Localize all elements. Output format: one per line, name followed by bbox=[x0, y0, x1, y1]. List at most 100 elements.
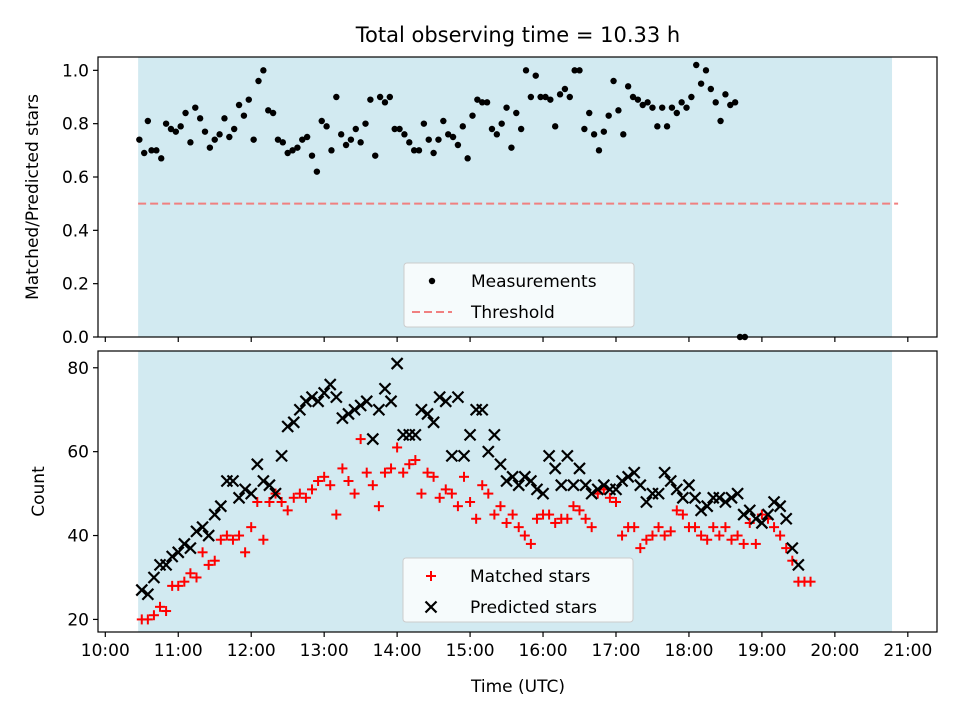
matched-stars-point bbox=[513, 522, 524, 533]
measurement-point bbox=[352, 125, 359, 133]
matched-stars-point bbox=[696, 530, 707, 541]
measurement-point bbox=[333, 93, 340, 101]
measurement-point bbox=[410, 147, 418, 154]
predicted-stars-point bbox=[159, 558, 173, 572]
predicted-stars-point bbox=[548, 462, 562, 475]
measurement-point bbox=[444, 131, 452, 138]
measurement-point bbox=[605, 112, 612, 119]
predicted-stars-point bbox=[475, 403, 489, 416]
predicted-stars-point bbox=[244, 487, 258, 500]
matched-stars-point bbox=[173, 580, 184, 591]
matched-stars-point bbox=[452, 501, 463, 512]
legend: Matched stars Predicted stars bbox=[402, 557, 634, 623]
predicted-stars-point bbox=[488, 428, 501, 442]
measurement-point bbox=[342, 141, 350, 149]
measurement-point bbox=[201, 128, 209, 135]
measurement-point bbox=[211, 136, 218, 143]
y-tick-label: 0.2 bbox=[62, 275, 89, 295]
predicted-stars-point bbox=[372, 403, 386, 416]
measurement-point bbox=[727, 101, 734, 109]
measurement-point bbox=[167, 125, 175, 133]
predicted-stars-point bbox=[427, 416, 440, 429]
predicted-stars-point bbox=[147, 571, 161, 584]
predicted-stars-point bbox=[275, 449, 288, 463]
predicted-stars-point bbox=[323, 378, 337, 391]
matched-stars-point bbox=[355, 434, 366, 445]
x-axis-label: Time (UTC) bbox=[470, 677, 565, 697]
measurement-point bbox=[717, 117, 724, 125]
predicted-stars-point bbox=[366, 432, 380, 446]
y-tick-label: 0.6 bbox=[62, 168, 89, 188]
series-marks bbox=[136, 61, 899, 341]
matched-stars-point bbox=[319, 471, 330, 482]
measurement-point bbox=[425, 136, 432, 143]
predicted-stars-point bbox=[336, 411, 349, 425]
measurement-point bbox=[372, 152, 379, 159]
measurement-point bbox=[537, 93, 544, 101]
matched-stars-point bbox=[258, 534, 269, 545]
measurement-point bbox=[303, 133, 311, 141]
matched-stars-point bbox=[246, 522, 257, 533]
matched-stars-point bbox=[361, 467, 372, 478]
series-marks bbox=[135, 357, 816, 625]
matched-stars-point bbox=[671, 505, 682, 516]
matched-stars-point bbox=[191, 572, 202, 583]
matched-stars-point bbox=[221, 530, 232, 541]
x-tick-label: 10:00 bbox=[81, 641, 130, 661]
measurement-point bbox=[483, 99, 491, 106]
matched-stars-point bbox=[434, 492, 445, 503]
measurement-point bbox=[162, 120, 170, 127]
measurement-point bbox=[493, 131, 501, 138]
predicted-stars-point bbox=[269, 487, 282, 500]
predicted-stars-point bbox=[579, 478, 592, 492]
measurement-point bbox=[182, 109, 189, 117]
matched-stars-point bbox=[422, 467, 433, 478]
measurement-point bbox=[144, 117, 152, 125]
predicted-stars-point bbox=[542, 449, 556, 463]
x-tick-label: 13:00 bbox=[300, 641, 349, 661]
predicted-stars-point bbox=[317, 386, 331, 400]
matched-stars-point bbox=[519, 530, 530, 541]
matched-stars-point bbox=[471, 513, 482, 524]
predicted-stars-point bbox=[682, 478, 696, 492]
matched-stars-point bbox=[544, 509, 555, 520]
measurement-point bbox=[230, 125, 238, 133]
measurement-point bbox=[722, 91, 729, 98]
measurement-point bbox=[221, 115, 228, 122]
matched-stars-point bbox=[653, 522, 664, 533]
predicted-stars-point bbox=[530, 483, 544, 496]
matched-stars-point bbox=[586, 522, 597, 533]
predicted-stars-point bbox=[178, 537, 191, 551]
matched-stars-point bbox=[738, 538, 749, 549]
measurement-point bbox=[683, 104, 690, 111]
legend-box bbox=[402, 557, 634, 623]
predicted-stars-point bbox=[591, 483, 605, 496]
predicted-stars-point bbox=[305, 390, 319, 404]
matched-stars-point bbox=[148, 610, 159, 621]
measurement-point bbox=[308, 152, 316, 159]
matched-stars-point bbox=[477, 480, 488, 491]
predicted-stars-point bbox=[767, 495, 781, 509]
matched-stars-point bbox=[410, 455, 421, 466]
measurement-point bbox=[172, 128, 180, 135]
predicted-stars-point bbox=[524, 474, 538, 488]
measurement-point bbox=[517, 125, 525, 133]
predicted-stars-point bbox=[293, 403, 307, 416]
measurement-point bbox=[347, 136, 355, 143]
legend-label: Threshold bbox=[470, 303, 555, 323]
measurement-point bbox=[449, 133, 457, 141]
legend-measurement-swatch bbox=[428, 277, 436, 285]
measurement-point bbox=[508, 144, 515, 151]
matched-stars-point bbox=[507, 509, 518, 520]
predicted-stars-point bbox=[141, 587, 155, 601]
matched-stars-point bbox=[416, 488, 427, 499]
predicted-stars-point bbox=[433, 390, 446, 404]
predicted-stars-point bbox=[640, 495, 653, 509]
matched-stars-point bbox=[300, 492, 311, 503]
legend-label: Measurements bbox=[471, 272, 597, 292]
predicted-stars-point bbox=[609, 483, 623, 496]
predicted-stars-point bbox=[627, 466, 641, 479]
measurement-point bbox=[532, 72, 539, 79]
measurement-point bbox=[522, 67, 530, 74]
predicted-stars-point bbox=[342, 407, 355, 421]
